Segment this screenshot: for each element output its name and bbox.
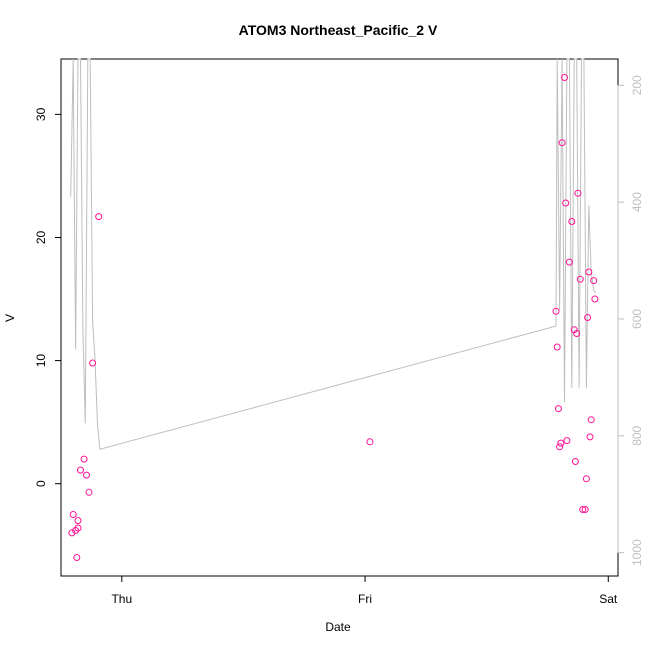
plot-frame: [60, 58, 619, 577]
y-right-tick-label: 800: [630, 425, 644, 445]
x-tick-label: Thu: [111, 592, 132, 606]
data-point: [77, 466, 84, 474]
data-point: [83, 471, 90, 479]
data-point: [565, 258, 573, 266]
profile-line: [70, 58, 597, 450]
data-point: [587, 416, 595, 424]
y-tick-label: 20: [34, 230, 48, 244]
data-point: [573, 330, 581, 337]
data-point: [563, 437, 571, 445]
data-point: [576, 275, 584, 283]
data-point: [552, 307, 560, 315]
x-axis-label: Date: [325, 620, 351, 634]
y-right-tick-label: 600: [630, 309, 644, 329]
y-axis-right: 200 400 600 800 1000: [617, 75, 644, 566]
data-point: [89, 359, 97, 367]
data-point: [574, 189, 582, 197]
y-tick-label: 0: [34, 480, 48, 487]
y-right-tick-label: 400: [630, 192, 644, 212]
data-point: [85, 488, 93, 496]
data-point: [366, 438, 374, 446]
x-tick-label: Sat: [599, 592, 618, 606]
y-tick-label: 10: [34, 354, 48, 368]
data-point: [69, 511, 77, 518]
data-point: [80, 455, 88, 463]
data-point: [584, 314, 592, 321]
profile-lines: [70, 58, 597, 450]
y-tick-label: 30: [34, 107, 48, 121]
data-point: [582, 475, 590, 483]
data-point: [95, 213, 103, 221]
data-point: [579, 506, 587, 513]
data-point: [556, 443, 564, 451]
data-point: [68, 529, 76, 537]
x-axis: Thu Fri Sat: [111, 575, 618, 606]
chart-title: ATOM3 Northeast_Pacific_2 V: [239, 22, 438, 38]
x-tick-label: Fri: [358, 592, 372, 606]
data-point: [568, 218, 576, 225]
data-point: [558, 139, 566, 147]
data-point: [581, 506, 589, 513]
y-right-tick-label: 1000: [630, 539, 644, 566]
y-axis-label: V: [3, 314, 17, 322]
data-point: [561, 74, 568, 81]
data-point: [554, 405, 562, 413]
data-point: [553, 343, 561, 351]
data-point: [591, 295, 599, 303]
data-point: [571, 458, 579, 465]
y-right-tick-label: 200: [630, 75, 644, 95]
data-points: [68, 74, 599, 561]
data-point: [590, 277, 598, 285]
data-point: [585, 268, 593, 276]
data-point: [74, 524, 82, 532]
data-point: [74, 517, 82, 525]
data-point: [586, 433, 594, 441]
data-point: [557, 439, 565, 447]
data-point: [73, 554, 81, 561]
data-point: [562, 199, 570, 207]
y-axis: 0 10 20 30: [34, 107, 62, 487]
